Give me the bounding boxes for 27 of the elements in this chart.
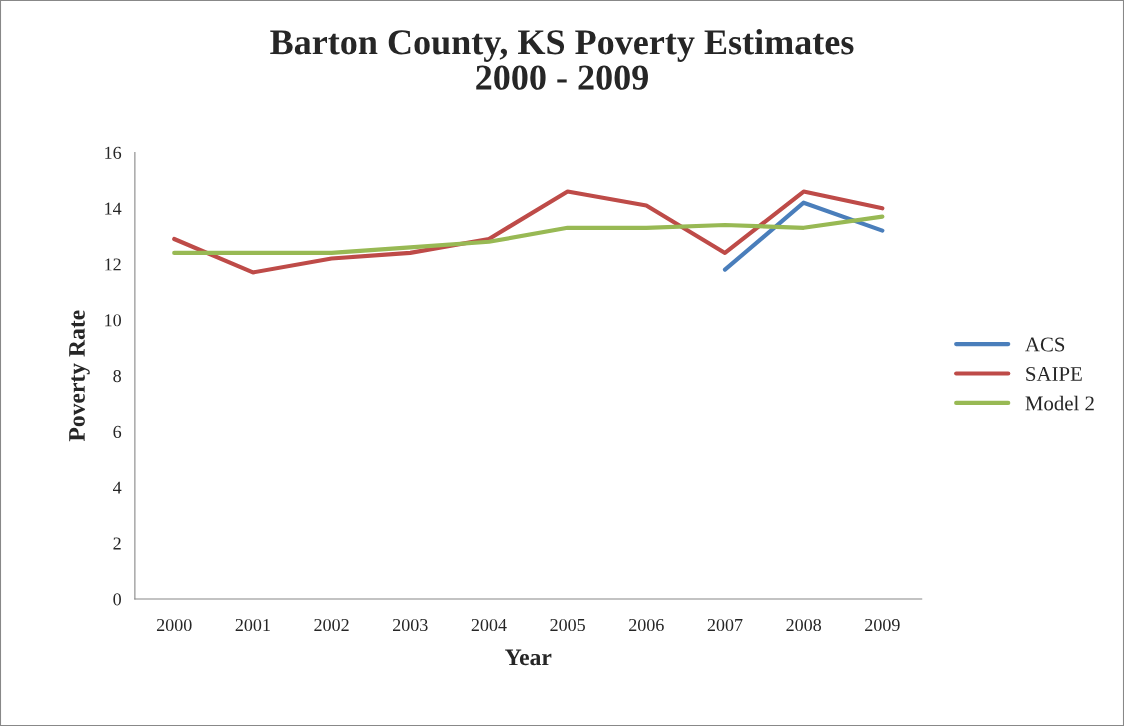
x-axis-title: Year <box>505 649 552 666</box>
y-tick-label: 8 <box>113 369 121 383</box>
x-tick-label: 2006 <box>629 618 664 632</box>
x-tick-label: 2001 <box>235 618 270 632</box>
y-tick-label: 6 <box>113 425 122 438</box>
chart-title: Barton County, KS Poverty Estimates 2000 - 2009 <box>270 29 854 90</box>
legend-label: SAIPE <box>1026 366 1082 381</box>
y-tick-label: 4 <box>113 481 122 494</box>
x-tick-label: 2000 <box>156 618 192 632</box>
x-tick-label: 2005 <box>550 618 585 632</box>
line-series <box>172 214 885 256</box>
y-tick-label: 16 <box>105 146 122 159</box>
x-tick-label: 2002 <box>314 618 349 632</box>
y-tick-label: 2 <box>113 537 121 550</box>
y-tick-label: 12 <box>105 258 121 271</box>
x-tick-label: 2008 <box>786 618 822 632</box>
x-tick-label: 2009 <box>865 618 900 632</box>
x-tick-label: 2007 <box>707 618 743 632</box>
legend-label: Model 2 <box>1025 395 1094 411</box>
y-tick-label: 14 <box>105 202 122 215</box>
y-tick-label: 10 <box>105 314 121 327</box>
x-tick-label: 2003 <box>393 618 428 632</box>
y-axis-title: Poverty Rate <box>69 310 90 442</box>
y-tick-label: 0 <box>113 593 121 606</box>
legend-label: ACS <box>1025 337 1065 352</box>
x-tick-label: 2004 <box>471 618 507 632</box>
line-series <box>172 189 885 275</box>
